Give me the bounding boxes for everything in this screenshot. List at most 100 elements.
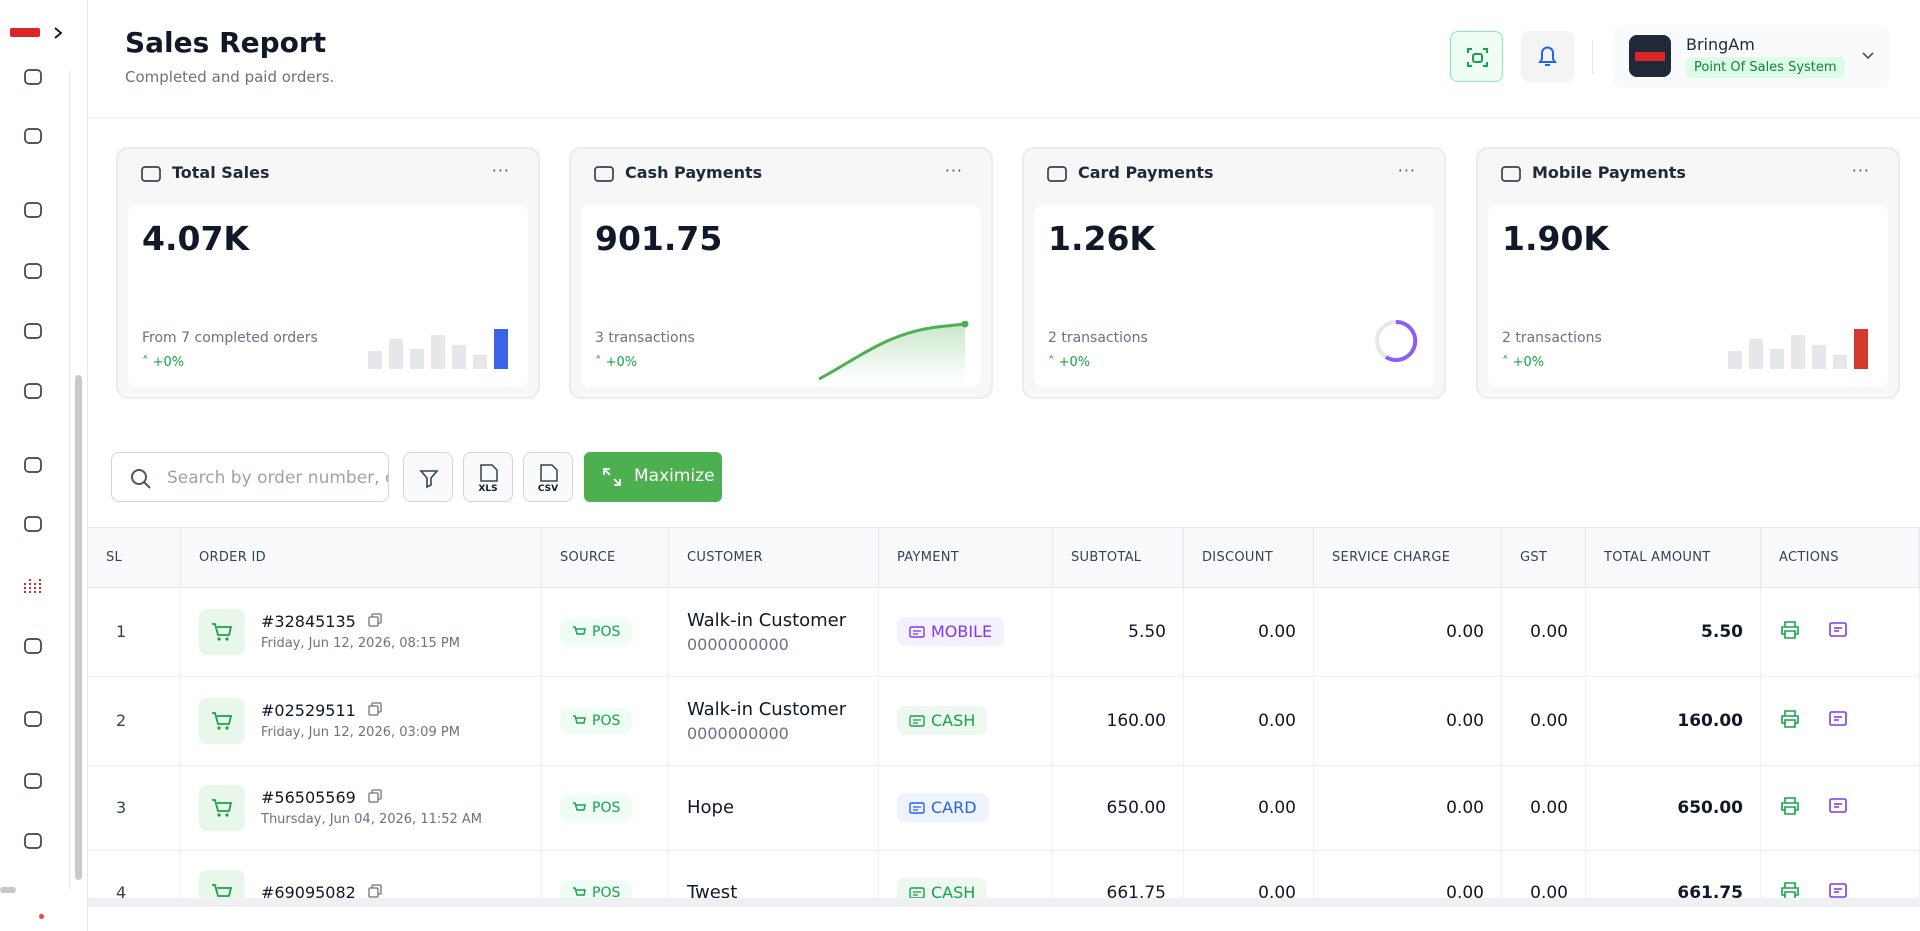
nav-icon (22, 575, 44, 601)
sparkline-area-glyph (818, 320, 969, 381)
card-body: 1.90K 2 transactions ˄ +0% (1488, 205, 1888, 387)
cell-border (1760, 765, 1761, 850)
customer-info: Twest (687, 882, 737, 898)
cell-border (1585, 850, 1586, 898)
source-badge: POS (560, 794, 633, 821)
scan-button[interactable] (1450, 31, 1503, 82)
nav-icon (22, 260, 44, 286)
note-button[interactable] (1827, 708, 1849, 734)
brand-logo (10, 28, 40, 37)
amount-service-charge: 0.00 (1446, 797, 1484, 818)
table-cell: 0.00 (1184, 765, 1314, 850)
note-button[interactable] (1827, 795, 1849, 821)
order-info: #56505569 Thursday, Jun 04, 2026, 11:52 A… (261, 788, 482, 827)
cell-border (1585, 765, 1586, 850)
table-cell: 0.00 (1502, 587, 1586, 676)
column-header: SL (88, 527, 181, 587)
cell-border (1052, 587, 1053, 676)
table-cell: 0.00 (1502, 850, 1586, 899)
change-value: +0% (1512, 355, 1545, 370)
card-icon (593, 163, 615, 189)
table-cell: 2 (88, 676, 181, 765)
order-id-line: #56505569 (261, 788, 482, 807)
payment-text: CARD (931, 798, 977, 817)
notifications-button[interactable] (1521, 31, 1574, 82)
card-note: 2 transactions (1502, 330, 1602, 346)
print-button[interactable] (1779, 619, 1801, 645)
amount-total: 661.75 (1677, 882, 1743, 899)
row-border (88, 850, 1920, 851)
divider (88, 117, 1920, 118)
column-header: ORDER ID (181, 527, 542, 587)
card-note: From 7 completed orders (142, 330, 318, 346)
user-menu[interactable]: BringAm Point Of Sales System (1613, 25, 1890, 88)
source-badge: POS (560, 618, 633, 645)
table-cell: 0.00 (1314, 850, 1502, 899)
row-border (88, 676, 1920, 677)
column-header: CUSTOMER (669, 527, 879, 587)
copy-icon-glyph (368, 789, 382, 803)
stat-card: Mobile Payments ··· 1.90K 2 transactions ˄ +… (1476, 147, 1900, 399)
xls-button[interactable]: XLS (463, 452, 513, 502)
order-id-line: #02529511 (261, 701, 460, 720)
table-cell: 661.75 (1053, 850, 1184, 899)
card-menu[interactable]: ··· (1851, 161, 1870, 180)
up-arrow: ˄ (1502, 355, 1513, 370)
payment-glyph (909, 886, 925, 898)
filter-button[interactable] (403, 452, 453, 502)
print-button-glyph (1781, 620, 1799, 639)
card-value: 4.07K (142, 219, 249, 258)
card-menu[interactable]: ··· (944, 161, 963, 180)
cell-border (180, 676, 181, 765)
cell-border (668, 850, 669, 898)
payment-glyph (909, 625, 925, 638)
amount-discount: 0.00 (1258, 882, 1296, 899)
amount-discount: 0.00 (1258, 797, 1296, 818)
table-cell: 5.50 (1053, 587, 1184, 676)
row-number: 3 (116, 798, 127, 817)
maximize-button[interactable]: Maximize (584, 452, 722, 502)
column-header: SOURCE (542, 527, 669, 587)
customer-info: Hope (687, 797, 734, 818)
payment-glyph (909, 801, 925, 814)
user-name: BringAm (1686, 35, 1755, 54)
copy-icon (368, 788, 382, 807)
card-menu[interactable]: ··· (1397, 161, 1416, 180)
sparkline-bars-glyph (1728, 329, 1868, 369)
card-body: 901.75 3 transactions ˄ +0% (581, 205, 981, 387)
order-icon (199, 784, 245, 831)
print-button[interactable] (1779, 708, 1801, 734)
cell-border (878, 850, 879, 898)
nav-icon-glyph (24, 323, 42, 339)
print-button-glyph (1781, 881, 1799, 898)
card-menu[interactable]: ··· (491, 161, 510, 180)
column-header: SUBTOTAL (1053, 527, 1184, 587)
cell-border (878, 587, 879, 676)
note-button[interactable] (1827, 619, 1849, 645)
card-note: 2 transactions (1048, 330, 1148, 346)
source-text: POS (592, 623, 621, 640)
table-cell: 160.00 (1053, 676, 1184, 765)
card-icon (1046, 163, 1068, 189)
cell-border (1183, 765, 1184, 850)
source-badge: POS (560, 879, 633, 898)
column-header: PAYMENT (879, 527, 1053, 587)
print-button[interactable] (1779, 880, 1801, 898)
orders-table: SL ORDER ID SOURCE CUSTOMER PAYMENT SUBTOTAL D… (88, 527, 1920, 898)
table-cell (1761, 587, 1920, 676)
order-id: #69095082 (261, 883, 356, 898)
card-icon-glyph (1047, 166, 1067, 182)
copy-icon-glyph (368, 884, 382, 898)
table-cell: Hope (669, 765, 879, 850)
table-cell: 0.00 (1184, 587, 1314, 676)
table-cell: 650.00 (1586, 765, 1761, 850)
table-cell: Twest (669, 850, 879, 898)
search-box[interactable]: Search by order number, customer... (111, 452, 389, 502)
print-button[interactable] (1779, 795, 1801, 821)
nav-icon-glyph (24, 263, 42, 279)
cell-border (878, 765, 879, 850)
note-button[interactable] (1827, 880, 1849, 899)
csv-button[interactable]: CSV (523, 452, 573, 502)
order-icon (199, 608, 245, 655)
amount-subtotal: 160.00 (1106, 710, 1166, 731)
